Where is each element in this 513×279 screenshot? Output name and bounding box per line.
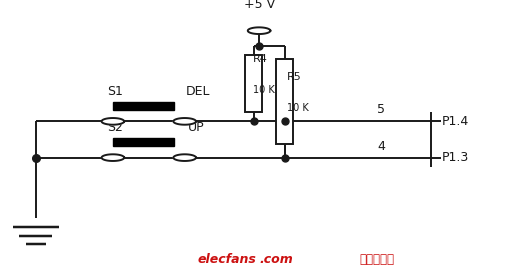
Text: .com: .com	[259, 253, 293, 266]
Polygon shape	[173, 118, 196, 125]
Text: 5: 5	[377, 103, 385, 116]
Polygon shape	[102, 118, 124, 125]
Bar	[277, 59, 293, 144]
Text: R4: R4	[253, 54, 268, 64]
Text: DEL: DEL	[185, 85, 210, 98]
Text: 10 K: 10 K	[253, 85, 274, 95]
Polygon shape	[113, 138, 174, 146]
Text: 4: 4	[377, 140, 385, 153]
Polygon shape	[248, 27, 270, 34]
Text: S2: S2	[108, 121, 123, 134]
Polygon shape	[173, 154, 196, 161]
Text: R5: R5	[287, 72, 302, 82]
Text: UP: UP	[188, 121, 204, 134]
Text: 10 K: 10 K	[287, 103, 309, 113]
Polygon shape	[113, 102, 174, 110]
Text: P1.3: P1.3	[442, 151, 469, 164]
Text: P1.4: P1.4	[442, 115, 469, 128]
Bar	[245, 55, 262, 112]
Text: S1: S1	[108, 85, 123, 98]
Polygon shape	[102, 154, 124, 161]
Text: elecfans: elecfans	[198, 253, 256, 266]
Text: 电子发烧友: 电子发烧友	[359, 253, 394, 266]
Text: +5 V: +5 V	[244, 0, 274, 11]
